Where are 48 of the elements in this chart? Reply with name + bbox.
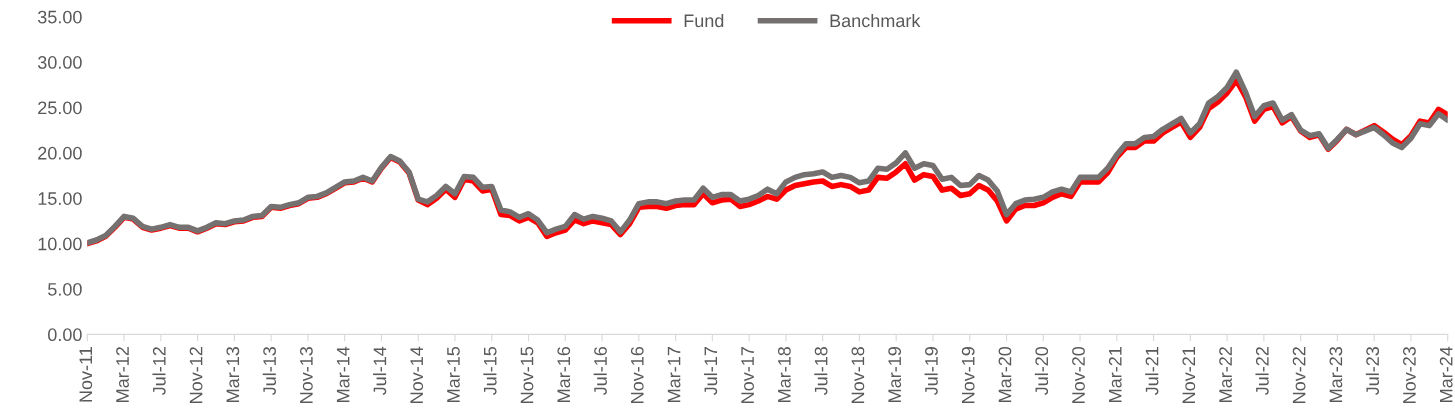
x-tick-label: Nov-18: [851, 346, 865, 403]
x-tick-label: Mar-23: [1329, 346, 1343, 402]
x-tick-label: Nov-21: [1182, 347, 1196, 403]
x-tick-label: Nov-23: [1403, 347, 1416, 403]
x-tick-label: Jul-14: [373, 346, 387, 396]
x-tick-label: Jul-21: [1145, 347, 1159, 396]
x-tick-label: Mar-20: [998, 346, 1012, 402]
x-tick-label: Jul-12: [152, 347, 166, 396]
x-tick-label: Nov-15: [520, 346, 534, 403]
x-tick-label: Mar-14: [336, 346, 350, 402]
y-tick-label: 20.00: [38, 146, 82, 160]
legend-label: Banchmark: [830, 13, 921, 28]
y-tick-label: 35.00: [37, 10, 82, 24]
x-tick-label: Nov-13: [299, 347, 313, 403]
x-tick-label: Nov-17: [741, 347, 754, 403]
x-tick-label: Mar-22: [1219, 347, 1232, 402]
x-tick-label: Jul-22: [1255, 347, 1269, 396]
x-tick-label: Jul-20: [1034, 346, 1049, 396]
x-tick-label: Nov-20: [1072, 346, 1085, 403]
x-tick-label: Mar-18: [777, 346, 791, 402]
y-tick-label: 0.00: [48, 328, 82, 342]
x-tick-label: Nov-14: [410, 346, 424, 403]
x-tick-label: Mar-17: [667, 347, 681, 402]
x-tick-label: Jul-23: [1365, 347, 1380, 396]
x-tick-label: Mar-12: [116, 347, 129, 402]
x-tick-label: Mar-24: [1439, 346, 1453, 402]
y-tick-label: 25.00: [38, 101, 82, 115]
x-tick-label: Mar-21: [1108, 347, 1122, 402]
y-tick-label: 5.00: [48, 282, 82, 296]
x-tick-label: Mar-15: [447, 346, 460, 402]
x-tick-label: Mar-19: [888, 347, 902, 402]
legend-label: Fund: [684, 13, 724, 28]
x-tick-label: Nov-22: [1292, 347, 1306, 403]
x-tick-label: Nov-19: [961, 347, 975, 403]
x-tick-label: Mar-16: [557, 346, 571, 402]
x-tick-label: Jul-15: [483, 346, 497, 396]
y-tick-label: 10.00: [38, 237, 82, 251]
x-tick-label: Mar-13: [226, 346, 240, 402]
x-tick-label: Nov-16: [630, 347, 644, 403]
y-tick-label: 15.00: [38, 192, 82, 205]
x-tick-label: Jul-13: [262, 347, 276, 396]
x-tick-label: Jul-19: [924, 347, 938, 396]
x-tick-label: Jul-16: [593, 347, 607, 396]
x-tick-label: Jul-17: [703, 347, 718, 396]
y-tick-label: 30.00: [37, 56, 82, 69]
x-tick-label: Jul-18: [814, 346, 828, 396]
x-tick-label: Nov-11: [79, 347, 93, 402]
x-tick-label: Nov-12: [189, 347, 203, 403]
